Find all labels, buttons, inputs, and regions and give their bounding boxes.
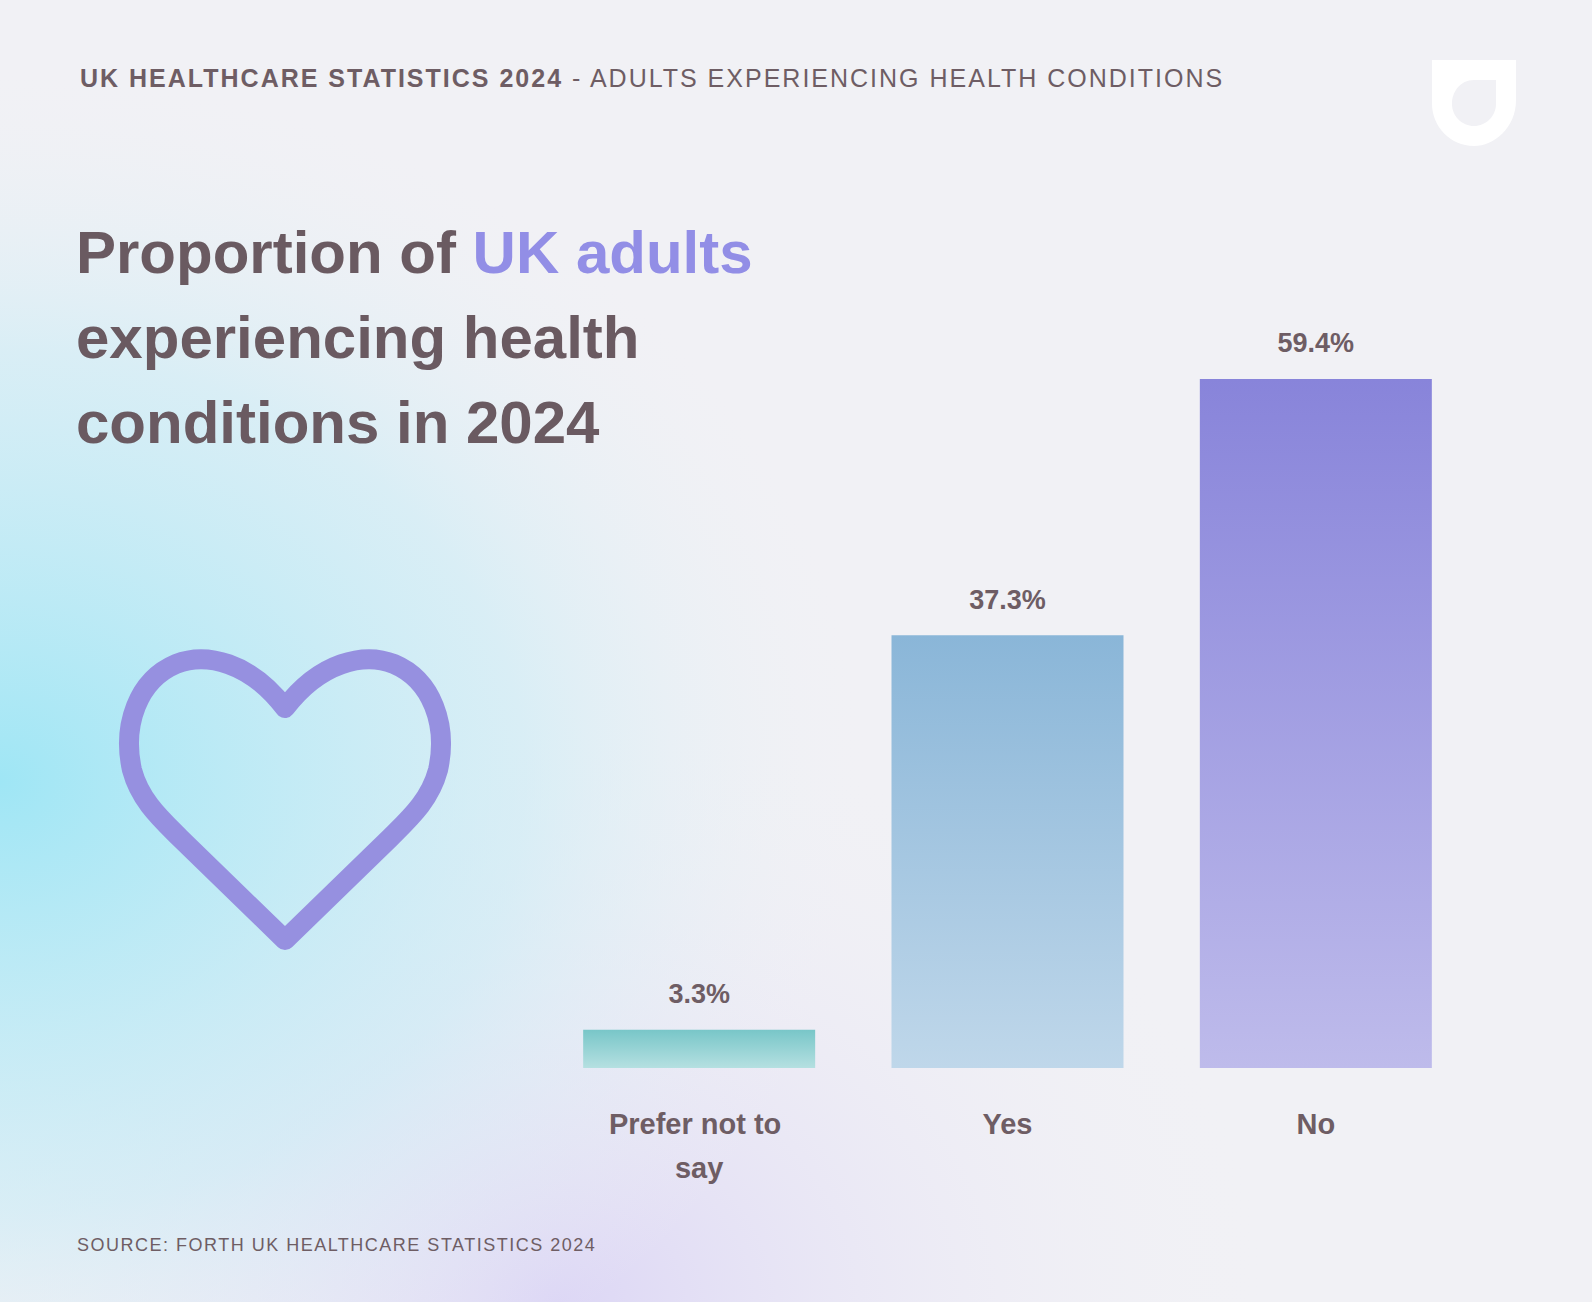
svg-text:Prefer not to: Prefer not to (609, 1108, 789, 1140)
html-text:experiencing health conditions: experiencing health conditions in 2024 (76, 304, 640, 456)
svg-text:Yes: Yes (983, 1108, 1033, 1140)
svg-text:59.4%: 59.4% (1278, 328, 1355, 358)
html-text:SOURCE: FORTH UK HEALTHCARE ST: SOURCE: FORTH UK HEALTHCARE STATISTICS 2… (77, 1235, 597, 1255)
svg-text:say: say (675, 1152, 723, 1184)
html-text:UK HEALTHCARE STATISTICS 2024: UK HEALTHCARE STATISTICS 2024 - ADULTS E… (80, 64, 1225, 92)
svg-text:No: No (1296, 1108, 1335, 1140)
svg-text:37.3%: 37.3% (969, 585, 1046, 615)
html-text:Proportion of UK adults: Proportion of UK adults (76, 219, 753, 286)
svg-text:3.3%: 3.3% (668, 979, 730, 1009)
